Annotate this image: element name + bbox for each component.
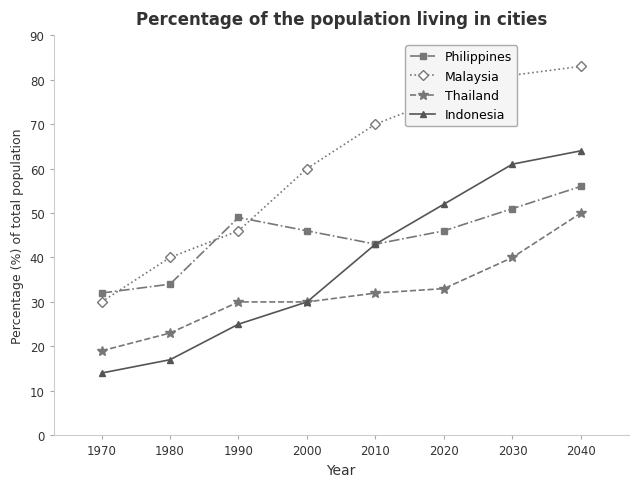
Legend: Philippines, Malaysia, Thailand, Indonesia: Philippines, Malaysia, Thailand, Indones… — [405, 46, 517, 127]
Y-axis label: Percentage (%) of total population: Percentage (%) of total population — [11, 128, 24, 344]
X-axis label: Year: Year — [326, 463, 356, 477]
Title: Percentage of the population living in cities: Percentage of the population living in c… — [136, 11, 547, 29]
